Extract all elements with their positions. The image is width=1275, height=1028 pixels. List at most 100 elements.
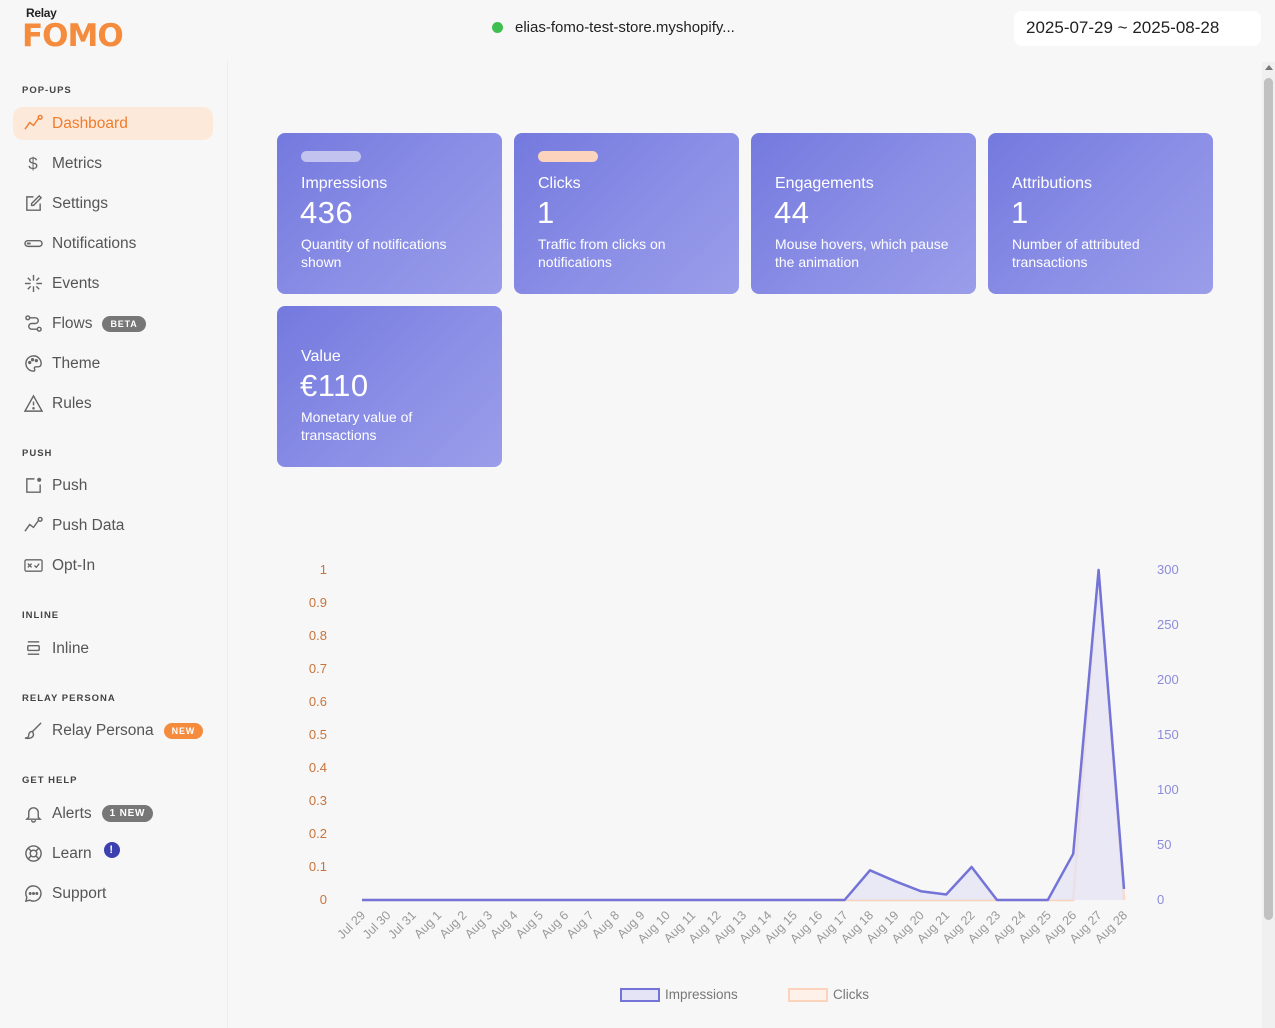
sidebar-item-flows[interactable]: Flows BETA: [13, 307, 213, 340]
bell-icon: [23, 804, 43, 824]
chart-canvas: 0 0.1 0.2 0.3 0.4 0.5 0.6 0.7 0.8 0.9 1 0 50 100 150 20…: [309, 562, 1179, 946]
section-label-get-help: GET HELP: [22, 775, 78, 786]
sidebar-item-label: Alerts: [52, 804, 92, 822]
chat-bubble-icon: [23, 884, 43, 904]
x-axis-tick-label: Aug 8: [589, 908, 622, 941]
sidebar-item-label: Inline: [52, 639, 90, 657]
x-axis-tick-label: Aug 7: [564, 908, 597, 941]
date-range-picker[interactable]: 2025-07-29 ~ 2025-08-28: [1014, 11, 1261, 46]
left-axis-tick-label: 0.5: [309, 727, 327, 742]
sidebar-item-metrics[interactable]: $ Metrics: [13, 147, 213, 180]
sidebar-item-notifications[interactable]: Notifications: [13, 227, 213, 260]
sidebar-item-learn[interactable]: Learn !: [13, 837, 213, 870]
left-axis-tick-label: 0: [320, 892, 327, 907]
sidebar-item-label: Notifications: [52, 234, 137, 252]
store-indicator[interactable]: elias-fomo-test-store.myshopify...: [492, 19, 735, 36]
sidebar-item-label: Dashboard: [52, 114, 128, 132]
sidebar-item-rules[interactable]: Rules: [13, 387, 213, 420]
logo-fomo-text: FOMO: [22, 18, 124, 54]
left-axis-tick-label: 0.1: [309, 859, 327, 874]
top-header: Relay FOMO elias-fomo-test-store.myshopi…: [0, 0, 1275, 60]
sidebar-item-theme[interactable]: Theme: [13, 347, 213, 380]
edit-icon: [23, 194, 43, 214]
sidebar-item-settings[interactable]: Settings: [13, 187, 213, 220]
sidebar-item-support[interactable]: Support: [13, 877, 213, 910]
stat-description: Quantity of notifications shown: [301, 236, 447, 270]
right-axis-tick-label: 250: [1157, 617, 1179, 632]
sidebar-item-dashboard[interactable]: Dashboard: [13, 107, 213, 140]
new-badge: NEW: [163, 722, 204, 739]
clicks-legend-pill: [538, 151, 598, 162]
right-axis-tick-label: 300: [1157, 562, 1179, 577]
x-axis-tick-label: Jul 30: [360, 908, 394, 942]
scrollbar-thumb[interactable]: [1264, 78, 1273, 920]
stat-value: 1: [537, 195, 555, 230]
section-label-push: PUSH: [22, 448, 53, 459]
stat-label: Impressions: [301, 175, 388, 192]
dollar-icon: $: [28, 153, 38, 173]
stat-card-engagements: Engagements 44 Mouse hovers, which pause…: [751, 133, 976, 294]
section-label-relay-persona: RELAY PERSONA: [22, 693, 116, 704]
stat-description: Traffic from clicks on notifications: [538, 236, 666, 270]
sidebar-item-push-data[interactable]: Push Data: [13, 509, 213, 542]
stat-label: Clicks: [538, 175, 581, 192]
stat-value: 44: [774, 195, 810, 230]
x-axis-tick-label: Aug 3: [462, 908, 495, 941]
sparkle-icon: [23, 274, 43, 294]
sidebar-item-alerts[interactable]: Alerts 1 NEW: [13, 797, 213, 830]
section-label-inline: INLINE: [22, 610, 60, 621]
notification-bar-icon: [23, 234, 43, 254]
legend-label: Impressions: [665, 987, 738, 1002]
brush-icon: [23, 721, 43, 741]
sidebar-item-label: Push Data: [52, 516, 125, 534]
right-axis-tick-label: 0: [1157, 892, 1164, 907]
stat-value: 436: [300, 195, 354, 230]
x-axis-tick-label: Aug 6: [538, 908, 571, 941]
impressions-legend-pill: [301, 151, 361, 162]
legend-clicks[interactable]: Clicks: [788, 987, 869, 1002]
stat-label: Engagements: [775, 175, 874, 192]
stat-card-attributions: Attributions 1 Number of attributed tran…: [988, 133, 1213, 294]
right-axis-tick-label: 50: [1157, 837, 1171, 852]
palette-icon: [23, 354, 43, 374]
left-axis-tick-label: 0.7: [309, 661, 327, 676]
legend-swatch-clicks: [788, 987, 828, 1002]
beta-badge: BETA: [102, 315, 146, 332]
sidebar: POP-UPS Dashboard $ Metrics Settings Not…: [0, 60, 228, 1028]
x-axis-tick-label: Jul 31: [385, 908, 419, 942]
sidebar-item-label: Metrics: [52, 154, 102, 172]
sidebar-item-opt-in[interactable]: Opt-In: [13, 549, 213, 582]
sidebar-item-label: Theme: [52, 354, 101, 372]
sidebar-item-label: Rules: [52, 394, 92, 412]
impressions-clicks-chart: 0 0.1 0.2 0.3 0.4 0.5 0.6 0.7 0.8 0.9 1 0 50 100 150 20…: [260, 540, 1260, 1020]
store-name: elias-fomo-test-store.myshopify...: [515, 19, 735, 36]
alerts-count-badge: 1 NEW: [101, 805, 154, 822]
sidebar-item-inline[interactable]: Inline: [13, 632, 213, 665]
stat-description: Mouse hovers, which pause the animation: [775, 236, 949, 270]
sidebar-item-label: Settings: [52, 194, 109, 212]
sidebar-item-label: Relay Persona: [52, 721, 154, 739]
left-axis-tick-label: 0.3: [309, 793, 327, 808]
left-axis-tick-label: 0.9: [309, 595, 327, 610]
sidebar-item-events[interactable]: Events: [13, 267, 213, 300]
scroll-up-arrow-icon[interactable]: [1265, 65, 1273, 70]
left-axis-tick-label: 0.2: [309, 826, 327, 841]
legend-impressions[interactable]: Impressions: [620, 987, 738, 1002]
x-axis-tick-label: Aug 5: [513, 908, 546, 941]
left-axis-tick-label: 1: [320, 562, 327, 577]
series-line-clicks: [362, 568, 1126, 902]
x-axis-tick-label: Aug 2: [437, 908, 470, 941]
relay-fomo-logo[interactable]: Relay FOMO: [22, 6, 124, 54]
sidebar-item-push[interactable]: Push: [13, 469, 213, 502]
sidebar-item-label: Support: [52, 884, 107, 902]
left-axis-tick-label: 0.8: [309, 628, 327, 643]
stat-label: Attributions: [1012, 175, 1093, 192]
section-label-popups: POP-UPS: [22, 85, 72, 96]
stat-card-value: Value €110 Monetary value of transaction…: [277, 306, 502, 467]
sidebar-item-relay-persona[interactable]: Relay Persona NEW: [13, 714, 213, 747]
legend-swatch-impressions: [620, 987, 660, 1002]
series-area-clicks: [362, 570, 1124, 900]
online-status-dot: [492, 22, 503, 33]
right-axis-tick-label: 150: [1157, 727, 1179, 742]
lifebuoy-icon: [23, 844, 43, 864]
